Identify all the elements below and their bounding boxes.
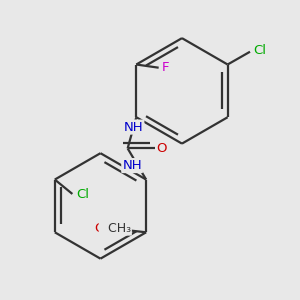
Text: Cl: Cl	[254, 44, 267, 57]
Text: O: O	[157, 142, 167, 155]
Text: O: O	[94, 222, 105, 235]
Text: Cl: Cl	[76, 188, 89, 201]
Text: NH: NH	[124, 121, 143, 134]
Text: NH: NH	[122, 159, 142, 172]
Text: CH₃: CH₃	[100, 222, 131, 235]
Text: F: F	[162, 61, 169, 74]
